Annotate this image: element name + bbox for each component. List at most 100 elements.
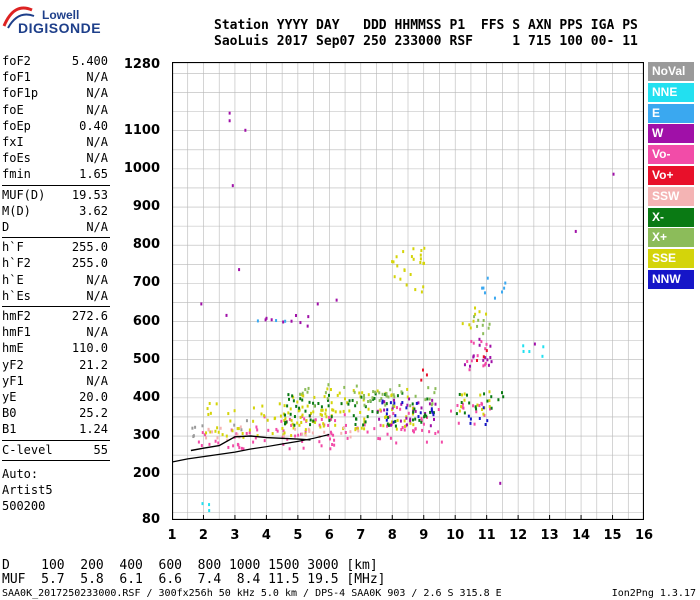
echo-point bbox=[387, 423, 390, 427]
echo-point bbox=[487, 326, 490, 330]
echo-point bbox=[476, 354, 479, 358]
param-name: h`F2 bbox=[2, 256, 31, 271]
echo-point bbox=[329, 430, 332, 434]
param-row: C-level 55 bbox=[2, 443, 108, 459]
echo-point bbox=[367, 400, 370, 404]
echo-point bbox=[326, 398, 329, 402]
echo-point bbox=[299, 397, 302, 401]
echo-point bbox=[455, 412, 458, 416]
echo-point bbox=[307, 386, 310, 390]
echo-point bbox=[386, 432, 389, 436]
y-tick-label: 700 bbox=[132, 275, 160, 291]
echo-point bbox=[363, 417, 366, 421]
echo-point bbox=[413, 407, 416, 411]
echo-point bbox=[381, 401, 384, 405]
param-name: foE bbox=[2, 102, 24, 117]
echo-point bbox=[419, 411, 422, 415]
echo-point bbox=[400, 402, 403, 406]
echo-point bbox=[292, 426, 295, 430]
echo-point bbox=[364, 420, 367, 424]
legend-item: Vo+ bbox=[648, 166, 694, 185]
x-tick-label: 10 bbox=[446, 528, 465, 543]
echo-point bbox=[334, 423, 337, 427]
param-value: 255.0 bbox=[71, 256, 108, 271]
echo-point bbox=[392, 412, 395, 416]
echo-point bbox=[430, 407, 433, 411]
legend-item: W bbox=[648, 124, 694, 144]
echo-point bbox=[300, 432, 303, 436]
echo-point bbox=[231, 184, 234, 188]
echo-point bbox=[352, 389, 355, 393]
header-label: YYYY bbox=[276, 18, 309, 33]
logo-line2: DIGISONDE bbox=[18, 20, 102, 36]
echo-point bbox=[399, 407, 402, 411]
logo-mark bbox=[2, 6, 35, 29]
echo-point bbox=[482, 406, 485, 410]
echo-point bbox=[405, 406, 408, 410]
echo-point bbox=[489, 344, 492, 348]
echo-point bbox=[482, 286, 485, 290]
echo-point bbox=[252, 440, 255, 444]
echo-point bbox=[401, 401, 404, 405]
echo-point bbox=[478, 416, 481, 420]
echo-point bbox=[336, 393, 339, 397]
echo-point bbox=[326, 387, 329, 391]
echo-point bbox=[306, 324, 309, 328]
echo-point bbox=[417, 415, 420, 419]
echo-point bbox=[469, 364, 472, 368]
param-separator bbox=[2, 237, 110, 239]
echo-point bbox=[400, 390, 403, 394]
echo-point bbox=[479, 393, 482, 397]
echo-point bbox=[306, 390, 309, 394]
echo-point bbox=[209, 411, 212, 415]
echo-point bbox=[429, 410, 432, 414]
echo-point bbox=[385, 418, 388, 422]
x-tick-label: 9 bbox=[419, 528, 429, 543]
echo-point bbox=[289, 407, 292, 411]
echo-point bbox=[319, 425, 322, 429]
echo-point bbox=[391, 406, 394, 410]
echo-point bbox=[468, 401, 471, 405]
echo-point bbox=[313, 395, 316, 399]
echo-point bbox=[231, 429, 234, 433]
param-value: 272.6 bbox=[71, 309, 108, 323]
echo-point bbox=[357, 427, 360, 431]
echo-point bbox=[328, 415, 331, 419]
echo-point bbox=[287, 393, 290, 397]
echo-point bbox=[327, 423, 330, 427]
echo-point bbox=[488, 322, 491, 326]
param-name: D bbox=[2, 220, 10, 234]
echo-point bbox=[398, 384, 401, 388]
echo-point bbox=[434, 431, 437, 435]
echo-point bbox=[475, 407, 478, 411]
echo-point bbox=[342, 426, 345, 430]
echo-point bbox=[329, 388, 332, 392]
echo-point bbox=[219, 426, 222, 430]
echo-point bbox=[490, 395, 493, 399]
y-tick-label: 300 bbox=[132, 428, 160, 444]
echo-point bbox=[424, 413, 427, 417]
echo-point bbox=[299, 392, 302, 396]
legend-item: NoVal bbox=[648, 62, 694, 81]
echo-point bbox=[450, 409, 453, 413]
echo-point bbox=[301, 405, 304, 409]
echo-point bbox=[361, 391, 364, 395]
echo-point bbox=[437, 407, 440, 411]
param-value: N/A bbox=[86, 220, 108, 234]
echo-point bbox=[296, 421, 299, 425]
logo-line1: Lowell bbox=[42, 8, 80, 22]
echo-point bbox=[363, 403, 366, 407]
echo-point bbox=[414, 394, 417, 398]
echo-point bbox=[297, 433, 300, 437]
param-value: N/A bbox=[86, 86, 108, 101]
echo-point bbox=[488, 399, 491, 403]
echo-point bbox=[270, 318, 273, 322]
param-name: foF1 bbox=[2, 70, 31, 85]
echo-point bbox=[403, 419, 406, 423]
echo-point bbox=[458, 409, 461, 413]
echo-point bbox=[256, 319, 259, 323]
echo-point bbox=[228, 111, 231, 115]
echo-point bbox=[265, 316, 268, 320]
param-row: foEp 0.40 bbox=[2, 119, 108, 135]
param-name: yE bbox=[2, 390, 17, 404]
